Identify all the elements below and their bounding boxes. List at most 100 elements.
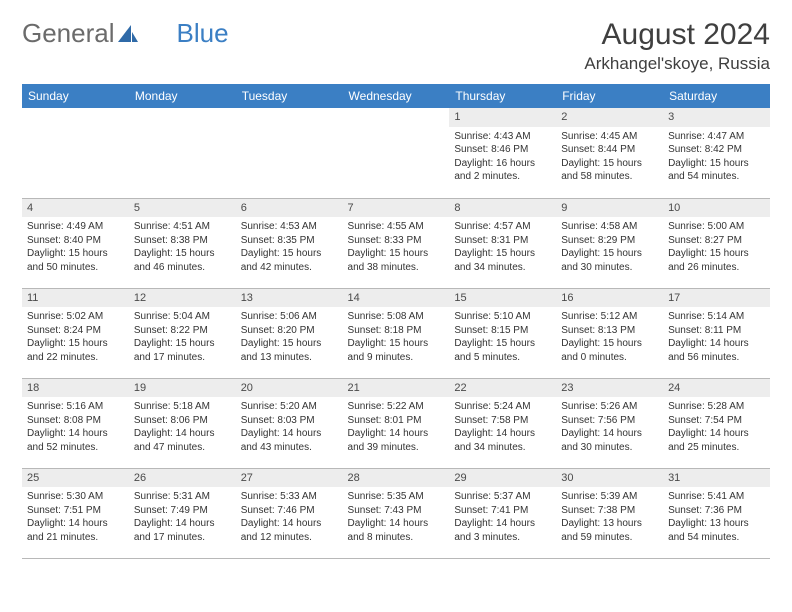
logo-text-2: Blue — [177, 18, 229, 49]
day-body: Sunrise: 4:51 AMSunset: 8:38 PMDaylight:… — [129, 217, 236, 278]
day-number: 23 — [556, 379, 663, 398]
sunrise-line: Sunrise: 5:35 AM — [348, 490, 445, 504]
day-number: 22 — [449, 379, 556, 398]
sunset-line: Sunset: 7:54 PM — [668, 414, 765, 428]
day-body: Sunrise: 5:06 AMSunset: 8:20 PMDaylight:… — [236, 307, 343, 368]
logo: General Blue — [22, 18, 229, 49]
sunrise-line: Sunrise: 5:24 AM — [454, 400, 551, 414]
sunset-line: Sunset: 8:22 PM — [134, 324, 231, 338]
weekday-header: Friday — [556, 84, 663, 108]
day-number: 29 — [449, 469, 556, 488]
sunset-line: Sunset: 8:20 PM — [241, 324, 338, 338]
calendar-row: 25Sunrise: 5:30 AMSunset: 7:51 PMDayligh… — [22, 468, 770, 558]
calendar-cell: 28Sunrise: 5:35 AMSunset: 7:43 PMDayligh… — [343, 468, 450, 558]
sunrise-line: Sunrise: 5:02 AM — [27, 310, 124, 324]
day-number: 2 — [556, 108, 663, 127]
calendar-cell: 1Sunrise: 4:43 AMSunset: 8:46 PMDaylight… — [449, 108, 556, 198]
sunrise-line: Sunrise: 4:45 AM — [561, 130, 658, 144]
sunrise-line: Sunrise: 5:30 AM — [27, 490, 124, 504]
calendar-cell: 8Sunrise: 4:57 AMSunset: 8:31 PMDaylight… — [449, 198, 556, 288]
weekday-header: Wednesday — [343, 84, 450, 108]
calendar-row: 4Sunrise: 4:49 AMSunset: 8:40 PMDaylight… — [22, 198, 770, 288]
calendar-cell: 6Sunrise: 4:53 AMSunset: 8:35 PMDaylight… — [236, 198, 343, 288]
daylight-line: Daylight: 14 hours and 25 minutes. — [668, 427, 765, 454]
calendar-cell: 25Sunrise: 5:30 AMSunset: 7:51 PMDayligh… — [22, 468, 129, 558]
sunset-line: Sunset: 8:24 PM — [27, 324, 124, 338]
calendar-cell: 27Sunrise: 5:33 AMSunset: 7:46 PMDayligh… — [236, 468, 343, 558]
day-body: Sunrise: 5:08 AMSunset: 8:18 PMDaylight:… — [343, 307, 450, 368]
day-body: Sunrise: 5:22 AMSunset: 8:01 PMDaylight:… — [343, 397, 450, 458]
day-body: Sunrise: 4:58 AMSunset: 8:29 PMDaylight:… — [556, 217, 663, 278]
day-number: 12 — [129, 289, 236, 308]
sunset-line: Sunset: 8:11 PM — [668, 324, 765, 338]
sunset-line: Sunset: 8:06 PM — [134, 414, 231, 428]
daylight-line: Daylight: 14 hours and 30 minutes. — [561, 427, 658, 454]
daylight-line: Daylight: 13 hours and 59 minutes. — [561, 517, 658, 544]
daylight-line: Daylight: 15 hours and 13 minutes. — [241, 337, 338, 364]
sunset-line: Sunset: 8:15 PM — [454, 324, 551, 338]
calendar-cell — [129, 108, 236, 198]
day-body: Sunrise: 5:28 AMSunset: 7:54 PMDaylight:… — [663, 397, 770, 458]
daylight-line: Daylight: 14 hours and 52 minutes. — [27, 427, 124, 454]
logo-sail-icon — [117, 24, 139, 44]
daylight-line: Daylight: 15 hours and 30 minutes. — [561, 247, 658, 274]
calendar-cell: 10Sunrise: 5:00 AMSunset: 8:27 PMDayligh… — [663, 198, 770, 288]
sunset-line: Sunset: 8:13 PM — [561, 324, 658, 338]
sunset-line: Sunset: 8:29 PM — [561, 234, 658, 248]
sunrise-line: Sunrise: 5:31 AM — [134, 490, 231, 504]
day-body: Sunrise: 4:57 AMSunset: 8:31 PMDaylight:… — [449, 217, 556, 278]
day-number: 20 — [236, 379, 343, 398]
calendar-cell: 3Sunrise: 4:47 AMSunset: 8:42 PMDaylight… — [663, 108, 770, 198]
day-body: Sunrise: 5:37 AMSunset: 7:41 PMDaylight:… — [449, 487, 556, 548]
day-body: Sunrise: 4:43 AMSunset: 8:46 PMDaylight:… — [449, 127, 556, 188]
daylight-line: Daylight: 15 hours and 54 minutes. — [668, 157, 765, 184]
sunrise-line: Sunrise: 5:04 AM — [134, 310, 231, 324]
sunrise-line: Sunrise: 5:20 AM — [241, 400, 338, 414]
calendar-cell: 18Sunrise: 5:16 AMSunset: 8:08 PMDayligh… — [22, 378, 129, 468]
weekday-header: Tuesday — [236, 84, 343, 108]
calendar-row: 11Sunrise: 5:02 AMSunset: 8:24 PMDayligh… — [22, 288, 770, 378]
sunset-line: Sunset: 7:41 PM — [454, 504, 551, 518]
calendar-cell: 17Sunrise: 5:14 AMSunset: 8:11 PMDayligh… — [663, 288, 770, 378]
day-body: Sunrise: 5:31 AMSunset: 7:49 PMDaylight:… — [129, 487, 236, 548]
day-number: 26 — [129, 469, 236, 488]
daylight-line: Daylight: 15 hours and 9 minutes. — [348, 337, 445, 364]
sunrise-line: Sunrise: 5:08 AM — [348, 310, 445, 324]
calendar-cell: 24Sunrise: 5:28 AMSunset: 7:54 PMDayligh… — [663, 378, 770, 468]
sunset-line: Sunset: 8:08 PM — [27, 414, 124, 428]
calendar-cell: 16Sunrise: 5:12 AMSunset: 8:13 PMDayligh… — [556, 288, 663, 378]
daylight-line: Daylight: 16 hours and 2 minutes. — [454, 157, 551, 184]
daylight-line: Daylight: 14 hours and 12 minutes. — [241, 517, 338, 544]
sunrise-line: Sunrise: 4:57 AM — [454, 220, 551, 234]
calendar-body: 1Sunrise: 4:43 AMSunset: 8:46 PMDaylight… — [22, 108, 770, 558]
sunrise-line: Sunrise: 5:28 AM — [668, 400, 765, 414]
calendar-row: 18Sunrise: 5:16 AMSunset: 8:08 PMDayligh… — [22, 378, 770, 468]
calendar-cell: 15Sunrise: 5:10 AMSunset: 8:15 PMDayligh… — [449, 288, 556, 378]
day-body: Sunrise: 5:10 AMSunset: 8:15 PMDaylight:… — [449, 307, 556, 368]
sunrise-line: Sunrise: 4:47 AM — [668, 130, 765, 144]
daylight-line: Daylight: 15 hours and 0 minutes. — [561, 337, 658, 364]
sunrise-line: Sunrise: 5:18 AM — [134, 400, 231, 414]
sunset-line: Sunset: 8:40 PM — [27, 234, 124, 248]
weekday-header: Sunday — [22, 84, 129, 108]
sunrise-line: Sunrise: 5:00 AM — [668, 220, 765, 234]
sunset-line: Sunset: 8:33 PM — [348, 234, 445, 248]
day-body: Sunrise: 5:18 AMSunset: 8:06 PMDaylight:… — [129, 397, 236, 458]
sunrise-line: Sunrise: 5:12 AM — [561, 310, 658, 324]
weekday-header: Monday — [129, 84, 236, 108]
sunset-line: Sunset: 7:46 PM — [241, 504, 338, 518]
sunset-line: Sunset: 8:46 PM — [454, 143, 551, 157]
sunrise-line: Sunrise: 5:14 AM — [668, 310, 765, 324]
day-body: Sunrise: 5:35 AMSunset: 7:43 PMDaylight:… — [343, 487, 450, 548]
weekday-header-row: SundayMondayTuesdayWednesdayThursdayFrid… — [22, 84, 770, 108]
sunset-line: Sunset: 8:18 PM — [348, 324, 445, 338]
day-body: Sunrise: 5:04 AMSunset: 8:22 PMDaylight:… — [129, 307, 236, 368]
calendar-cell: 7Sunrise: 4:55 AMSunset: 8:33 PMDaylight… — [343, 198, 450, 288]
day-number: 8 — [449, 199, 556, 218]
daylight-line: Daylight: 13 hours and 54 minutes. — [668, 517, 765, 544]
calendar-cell: 22Sunrise: 5:24 AMSunset: 7:58 PMDayligh… — [449, 378, 556, 468]
sunrise-line: Sunrise: 5:37 AM — [454, 490, 551, 504]
sunset-line: Sunset: 7:51 PM — [27, 504, 124, 518]
day-body: Sunrise: 5:26 AMSunset: 7:56 PMDaylight:… — [556, 397, 663, 458]
day-body: Sunrise: 5:30 AMSunset: 7:51 PMDaylight:… — [22, 487, 129, 548]
